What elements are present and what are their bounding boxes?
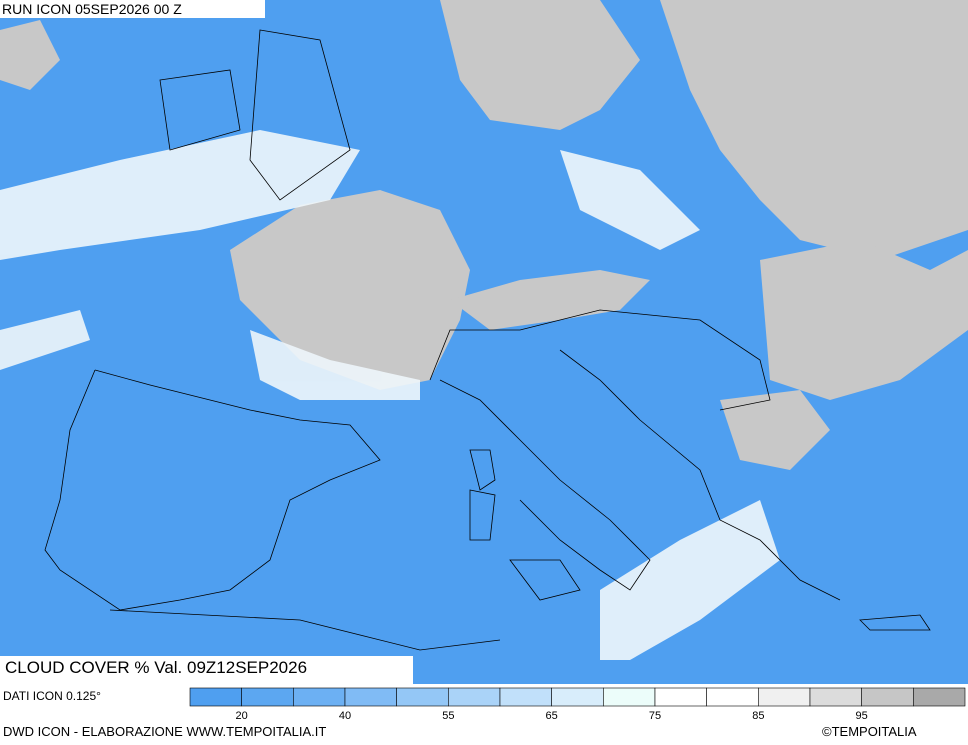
run-box: [0, 0, 265, 18]
colorbar-label: 85: [752, 710, 764, 722]
colorbar-cell: [654, 687, 707, 707]
colorbar-cell: [758, 687, 811, 707]
coastlines: [44, 29, 931, 651]
colorbar-cell: [706, 687, 759, 707]
colorbar-cell: [603, 687, 656, 707]
colorbar-cell: [396, 687, 449, 707]
colorbar-cell: [448, 687, 501, 707]
run-label: RUN ICON 05SEP2026 00 Z: [2, 1, 182, 17]
colorbar-cell: [809, 687, 862, 707]
caption: CLOUD COVER % Val. 09Z12SEP2026: [5, 658, 308, 677]
colorbar-cell: [189, 687, 242, 707]
colorbar-label: 40: [339, 710, 351, 722]
colorbar-cell: [861, 687, 914, 707]
colorbar-cell: [293, 687, 346, 707]
colorbar-cell: [241, 687, 294, 707]
source: DATI ICON 0.125°: [3, 689, 101, 703]
colorbar: 20 40 55 65 75 85 95: [189, 687, 966, 722]
colorbar-label: 75: [649, 710, 661, 722]
colorbar-cell: [913, 687, 966, 707]
colorbar-label: 65: [546, 710, 558, 722]
copyright: ©TEMPOITALIA: [822, 724, 917, 739]
colorbar-cell: [551, 687, 604, 707]
credit: DWD ICON - ELABORAZIONE WWW.TEMPOITALIA.…: [3, 724, 327, 739]
colorbar-label: 20: [236, 710, 248, 722]
colorbar-label: 95: [856, 710, 868, 722]
colorbar-label: 55: [442, 710, 454, 722]
colorbar-cell: [499, 687, 552, 707]
colorbar-cell: [344, 687, 397, 707]
cloud-white: [0, 130, 780, 660]
caption-box: [0, 656, 413, 684]
cloud-gray: [0, 0, 968, 470]
